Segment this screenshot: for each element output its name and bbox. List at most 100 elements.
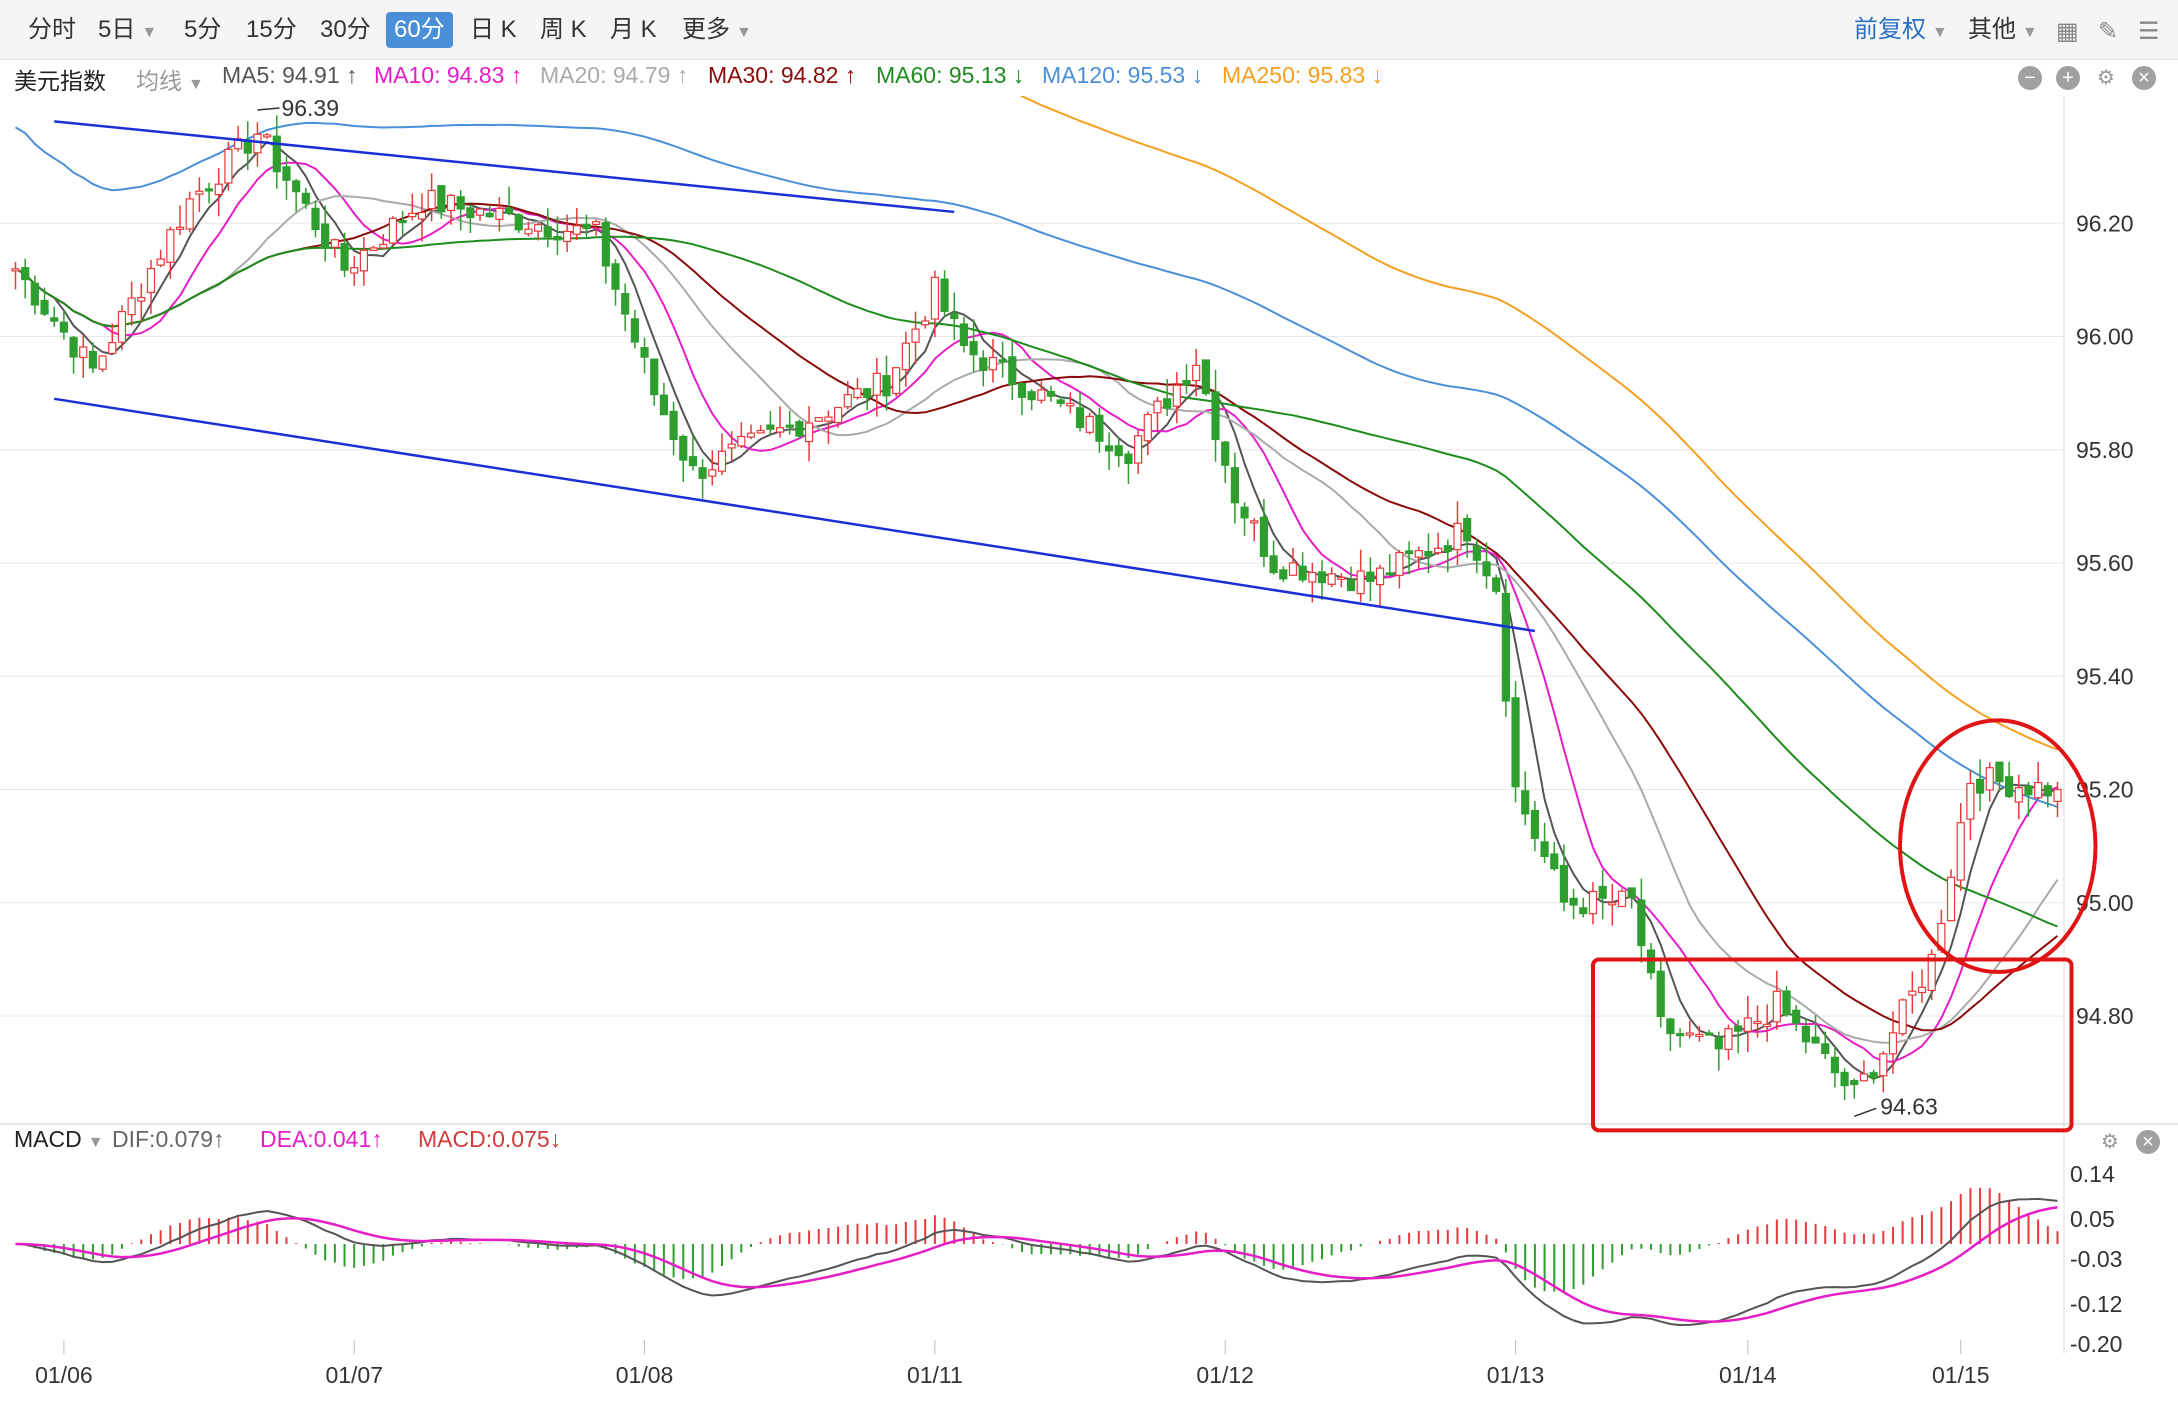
candle-body: [1627, 887, 1636, 899]
annotations: 96.39 94.63: [257, 96, 2098, 1133]
candle-body: [1859, 1073, 1869, 1082]
low-label: 94.63: [1880, 1093, 1938, 1119]
candle-body: [853, 388, 862, 399]
candle-body: [601, 222, 610, 267]
candle-body: [1230, 467, 1239, 504]
candle-body: [1898, 999, 1907, 1035]
tab-60min[interactable]: 60分: [386, 12, 453, 48]
gear-icon[interactable]: ⚙: [2101, 1131, 2119, 1153]
candle-body: [1550, 853, 1559, 870]
price-tick-label: 94.80: [2076, 1003, 2134, 1029]
candle-body: [911, 328, 920, 343]
candle-body: [2034, 781, 2043, 799]
macd-tick-label: 0.14: [2070, 1161, 2115, 1187]
candle-body: [1472, 545, 1481, 561]
candle-body: [1124, 453, 1133, 464]
period-toolbar: 分时 5日 ▼ 5分 15分 30分 60分 日 K 周 K 月 K 更多 ▼ 前复…: [0, 0, 2178, 60]
candle-body: [359, 249, 368, 272]
candle-body: [1056, 399, 1065, 404]
dea-line: [15, 1206, 2058, 1323]
gear-icon[interactable]: ⚙: [2097, 67, 2115, 89]
kline-chart[interactable]: 96.2096.0095.8095.6095.4095.2095.0094.80…: [0, 96, 2178, 1354]
candle-body: [1250, 520, 1259, 524]
candle-body: [1888, 1032, 1898, 1055]
grid-icon[interactable]: ▦: [2056, 18, 2079, 45]
candle-body: [1501, 592, 1510, 702]
menu-icon[interactable]: ☰: [2138, 18, 2160, 45]
candle-body: [688, 456, 698, 467]
macd-tick-label: 0.05: [2070, 1206, 2115, 1232]
candle-body: [1608, 902, 1617, 906]
candle-body: [485, 212, 494, 218]
tab-intraday[interactable]: 分时: [28, 16, 76, 43]
highlight-rect-lows: [1590, 957, 2074, 1133]
candle-body: [1017, 382, 1027, 398]
candle-body: [698, 467, 707, 479]
candle-body: [514, 214, 523, 231]
candle-body: [11, 268, 20, 272]
candle-body: [533, 224, 543, 232]
candle-body: [166, 229, 175, 263]
candle-body: [959, 323, 969, 346]
adjust-dropdown[interactable]: 前复权 ▼: [1846, 12, 1956, 48]
close-icon[interactable]: ×: [2136, 1130, 2160, 1154]
candle-body: [717, 450, 727, 472]
candle-body: [1434, 547, 1443, 554]
tab-5day[interactable]: 5日 ▼: [90, 12, 165, 48]
candle-body: [1317, 571, 1327, 584]
channel-upper-line: [54, 120, 955, 214]
candle-body: [475, 208, 485, 216]
candle-body: [340, 243, 349, 271]
candle-body: [272, 135, 281, 173]
candle-body: [921, 320, 930, 326]
price-tick-label: 95.40: [2076, 663, 2134, 689]
candle-body: [1269, 555, 1278, 574]
date-tick-label: 01/13: [1486, 1362, 1545, 1388]
candle-body: [1337, 576, 1346, 580]
macd-dropdown[interactable]: MACD ▼: [14, 1126, 104, 1153]
candle-body: [582, 223, 591, 230]
ma-line: [15, 161, 2058, 1063]
candle-body: [311, 207, 320, 231]
candle-body: [79, 346, 88, 359]
minus-icon[interactable]: −: [2018, 66, 2042, 90]
more-menu[interactable]: 更多 ▼: [674, 12, 760, 48]
chart-grid: [0, 222, 2064, 1354]
candle-body: [1182, 380, 1191, 386]
ma-mode-dropdown[interactable]: 均线 ▼: [136, 62, 204, 96]
close-icon[interactable]: ×: [2132, 66, 2156, 90]
candle-body: [108, 342, 117, 355]
candle-body: [1221, 441, 1230, 466]
candle-body: [1375, 567, 1385, 586]
macd-dea: DEA:0.041↑: [260, 1126, 383, 1152]
candle-body: [417, 211, 427, 220]
candle-body: [185, 198, 194, 230]
tab-weekly-k[interactable]: 周 K: [540, 16, 587, 43]
draw-icon[interactable]: ✎: [2098, 18, 2119, 45]
ma30-value: MA30: 94.82 ↑: [708, 62, 857, 88]
ma-indicator-bar: 美元指数 均线 ▼ MA5: 94.91 ↑ MA10: 94.83 ↑ MA20…: [0, 60, 2178, 96]
candle-body: [746, 432, 756, 438]
price-tick-label: 96.20: [2076, 210, 2134, 236]
candle-body: [175, 226, 185, 230]
candle-body: [1695, 1033, 1704, 1037]
candle-body: [775, 427, 785, 433]
chevron-down-icon: ▼: [2022, 24, 2038, 41]
ma-line: [15, 140, 2058, 1080]
tab-monthly-k[interactable]: 月 K: [610, 16, 657, 43]
tab-5min[interactable]: 5分: [184, 16, 222, 43]
macd-panel: [15, 1187, 2059, 1327]
candle-body: [1714, 1037, 1723, 1050]
tab-30min[interactable]: 30分: [320, 16, 371, 43]
other-dropdown[interactable]: 其他 ▼: [1960, 12, 2046, 48]
candle-body: [1066, 402, 1075, 407]
plus-icon[interactable]: +: [2056, 66, 2080, 90]
candle-body: [369, 247, 378, 251]
tab-daily-k[interactable]: 日 K: [470, 16, 517, 43]
tab-15min[interactable]: 15分: [246, 16, 297, 43]
candle-body: [408, 212, 417, 218]
candle-body: [650, 358, 659, 396]
candle-body: [263, 134, 272, 138]
ma-line: [15, 202, 2059, 1032]
macd-name: MACD: [14, 1126, 82, 1152]
